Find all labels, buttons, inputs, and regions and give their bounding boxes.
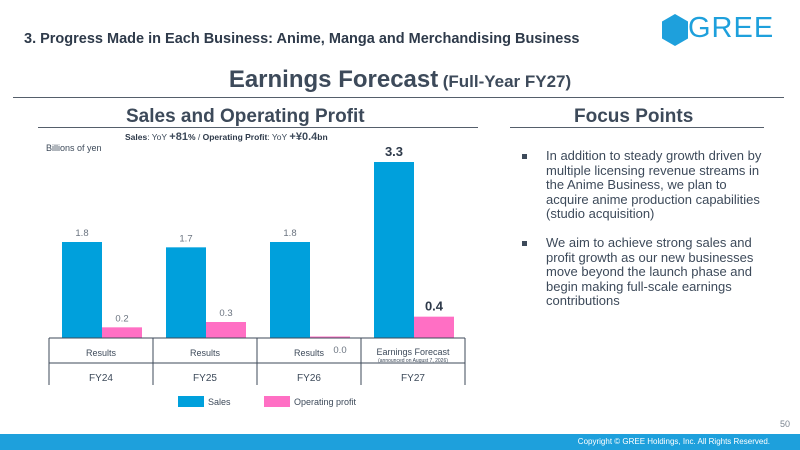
yoy-summary: Sales: YoY +81% / Operating Profit: YoY … <box>125 131 328 143</box>
unit-label: Billions of yen <box>46 143 102 153</box>
page-title: Earnings Forecast (Full-Year FY27) <box>0 66 800 94</box>
title-divider <box>13 97 784 98</box>
x-tick-label: FY27 <box>401 373 425 384</box>
bar-operating-profit <box>414 316 454 338</box>
bar-sales <box>62 242 102 338</box>
focus-points-list: In addition to steady growth driven by m… <box>522 148 772 323</box>
logo-text: GREE <box>688 12 775 44</box>
bar-operating-profit <box>310 336 350 338</box>
x-tick-label: FY24 <box>89 373 113 384</box>
focus-panel-divider <box>510 127 764 128</box>
legend-swatch <box>178 396 204 407</box>
yoy-separator: / <box>195 132 203 142</box>
chart-panel-divider <box>38 127 478 128</box>
x-sublabel: Results <box>190 348 221 358</box>
legend-swatch <box>264 396 290 407</box>
focus-point-text: In addition to steady growth driven by m… <box>546 148 762 222</box>
data-label: 3.3 <box>385 144 403 159</box>
section-title: 3. Progress Made in Each Business: Anime… <box>24 31 580 47</box>
bar-sales <box>270 242 310 338</box>
x-sublabel-note: (announced on August 7, 2026) <box>378 358 448 364</box>
bar-operating-profit <box>206 322 246 338</box>
focus-point-text: We aim to achieve strong sales and profi… <box>546 234 754 309</box>
yoy-sales-value: +81 <box>169 131 188 143</box>
yoy-op-unit: bn <box>317 132 328 142</box>
x-tick-label: FY26 <box>297 373 321 384</box>
page-number: 50 <box>779 419 790 429</box>
copyright-text: Copyright © GREE Holdings, Inc. All Righ… <box>577 437 770 446</box>
data-label: 0.4 <box>425 299 444 314</box>
data-label: 0.2 <box>115 313 128 324</box>
data-label: 0.3 <box>219 308 232 319</box>
bullet-square-icon <box>522 240 527 246</box>
yoy-sales-prefix: : YoY <box>147 132 170 142</box>
yoy-op-prefix: : YoY <box>267 132 290 142</box>
data-label: 1.8 <box>75 228 88 239</box>
legend-label: Sales <box>208 397 231 407</box>
bar-operating-profit <box>102 327 142 338</box>
x-tick-label: FY25 <box>193 373 217 384</box>
data-label: 0.0 <box>333 345 346 356</box>
bullet-square-icon <box>522 154 527 159</box>
gree-logo-icon <box>662 14 688 46</box>
focus-point-item: We aim to achieve strong sales and profi… <box>522 234 772 309</box>
bar-sales <box>166 247 206 338</box>
data-label: 1.8 <box>283 228 296 239</box>
focus-point-item: In addition to steady growth driven by m… <box>522 148 772 222</box>
yoy-sales-label: Sales <box>125 132 148 142</box>
footer-bar: Copyright © GREE Holdings, Inc. All Righ… <box>0 434 800 450</box>
data-label: 1.7 <box>179 233 192 244</box>
page-title-main: Earnings Forecast <box>228 66 439 93</box>
yoy-op-value: +¥0.4 <box>289 131 318 143</box>
focus-panel-heading: Focus Points <box>574 106 694 127</box>
bar-chart: 1.8 0.2 1.7 0.3 1.8 0.0 3.3 0.4 Results FY24 Resul… <box>48 144 466 407</box>
x-sublabel: Results <box>86 348 117 358</box>
x-sublabel: Earnings Forecast <box>376 347 450 357</box>
x-sublabel: Results <box>294 348 325 358</box>
page-title-sub: (Full-Year FY27) <box>442 72 572 91</box>
bar-sales <box>374 162 414 338</box>
chart-panel-heading: Sales and Operating Profit <box>126 106 365 127</box>
legend-label: Operating profit <box>294 397 357 407</box>
yoy-op-label: Operating Profit <box>202 132 268 142</box>
yoy-sales-unit: % <box>187 132 196 142</box>
